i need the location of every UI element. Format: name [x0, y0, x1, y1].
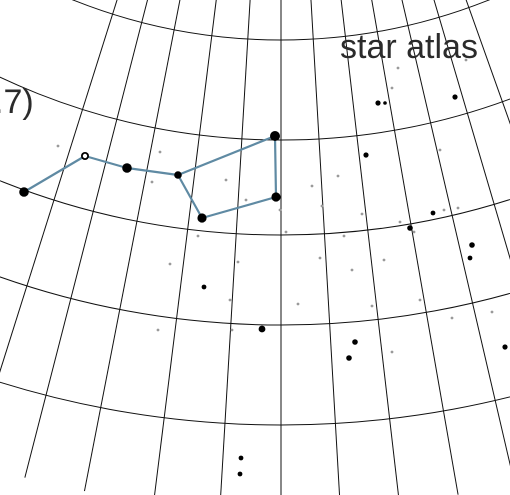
meridian-line-11 [433, 0, 510, 260]
star-15 [258, 325, 266, 333]
star-22 [383, 101, 387, 105]
faint-star-2 [158, 150, 162, 154]
faint-star-12 [442, 208, 446, 212]
faint-star-25 [296, 302, 300, 306]
faint-star-11 [412, 230, 416, 234]
parallel-line-2 [0, 76, 510, 141]
star-20 [430, 210, 436, 216]
star-5 [197, 213, 207, 223]
star-ring-center [82, 153, 88, 159]
faint-star-16 [342, 234, 346, 238]
faint-star-28 [456, 206, 460, 210]
faint-stars [56, 58, 494, 354]
faint-star-24 [196, 234, 200, 238]
star-21 [502, 344, 508, 350]
faint-star-29 [438, 148, 442, 152]
meridian-line-9 [371, 0, 459, 495]
meridian-line-3 [83, 0, 181, 492]
faint-star-15 [390, 86, 394, 90]
meridian-line-4 [154, 0, 217, 495]
faint-star-17 [382, 258, 386, 262]
meridian-line-10 [401, 0, 510, 467]
star-10 [452, 94, 458, 100]
caption-line-2: .7) [0, 83, 34, 121]
star-12 [469, 242, 475, 248]
faint-star-6 [310, 184, 314, 188]
faint-star-34 [350, 268, 354, 272]
star-3 [122, 163, 132, 173]
star-4 [174, 171, 182, 179]
faint-star-27 [390, 350, 394, 354]
faint-star-4 [224, 178, 228, 182]
star-7 [270, 131, 280, 141]
faint-star-31 [228, 298, 232, 302]
faint-star-20 [318, 256, 322, 260]
faint-star-3 [150, 180, 154, 184]
star-18 [238, 455, 244, 461]
faint-star-22 [156, 328, 160, 332]
faint-star-26 [370, 304, 374, 308]
meridian-line-8 [340, 0, 399, 495]
meridian-line-12 [465, 0, 510, 125]
star-16 [352, 339, 358, 345]
faint-star-8 [336, 174, 340, 178]
star-13 [467, 255, 473, 261]
meridian-line-2 [24, 0, 149, 478]
faint-star-32 [278, 208, 282, 212]
faint-star-33 [284, 230, 288, 234]
faint-star-23 [168, 262, 172, 266]
star-8 [363, 152, 369, 158]
faint-star-1 [56, 144, 60, 148]
faint-star-10 [398, 220, 402, 224]
faint-star-19 [450, 316, 454, 320]
star-19 [237, 471, 243, 477]
faint-star-35 [464, 58, 468, 62]
faint-star-5 [244, 198, 248, 202]
star-14 [201, 284, 207, 290]
star-1 [19, 187, 29, 197]
faint-star-13 [490, 310, 494, 314]
faint-star-30 [236, 260, 240, 264]
meridian-line-1 [0, 0, 118, 373]
bright-stars [19, 94, 508, 477]
star-6 [271, 192, 281, 202]
star-17 [346, 355, 352, 361]
star-9 [375, 100, 381, 106]
constellation-line-branch [177, 134, 276, 177]
faint-star-14 [396, 66, 400, 70]
meridian-line-7 [310, 0, 341, 495]
caption-line-1: star atlas [340, 28, 478, 66]
faint-star-9 [360, 212, 364, 216]
star-11 [407, 225, 413, 231]
faint-star-7 [320, 204, 324, 208]
meridian-line-5 [220, 0, 251, 495]
faint-star-21 [230, 328, 234, 332]
faint-star-18 [418, 298, 422, 302]
